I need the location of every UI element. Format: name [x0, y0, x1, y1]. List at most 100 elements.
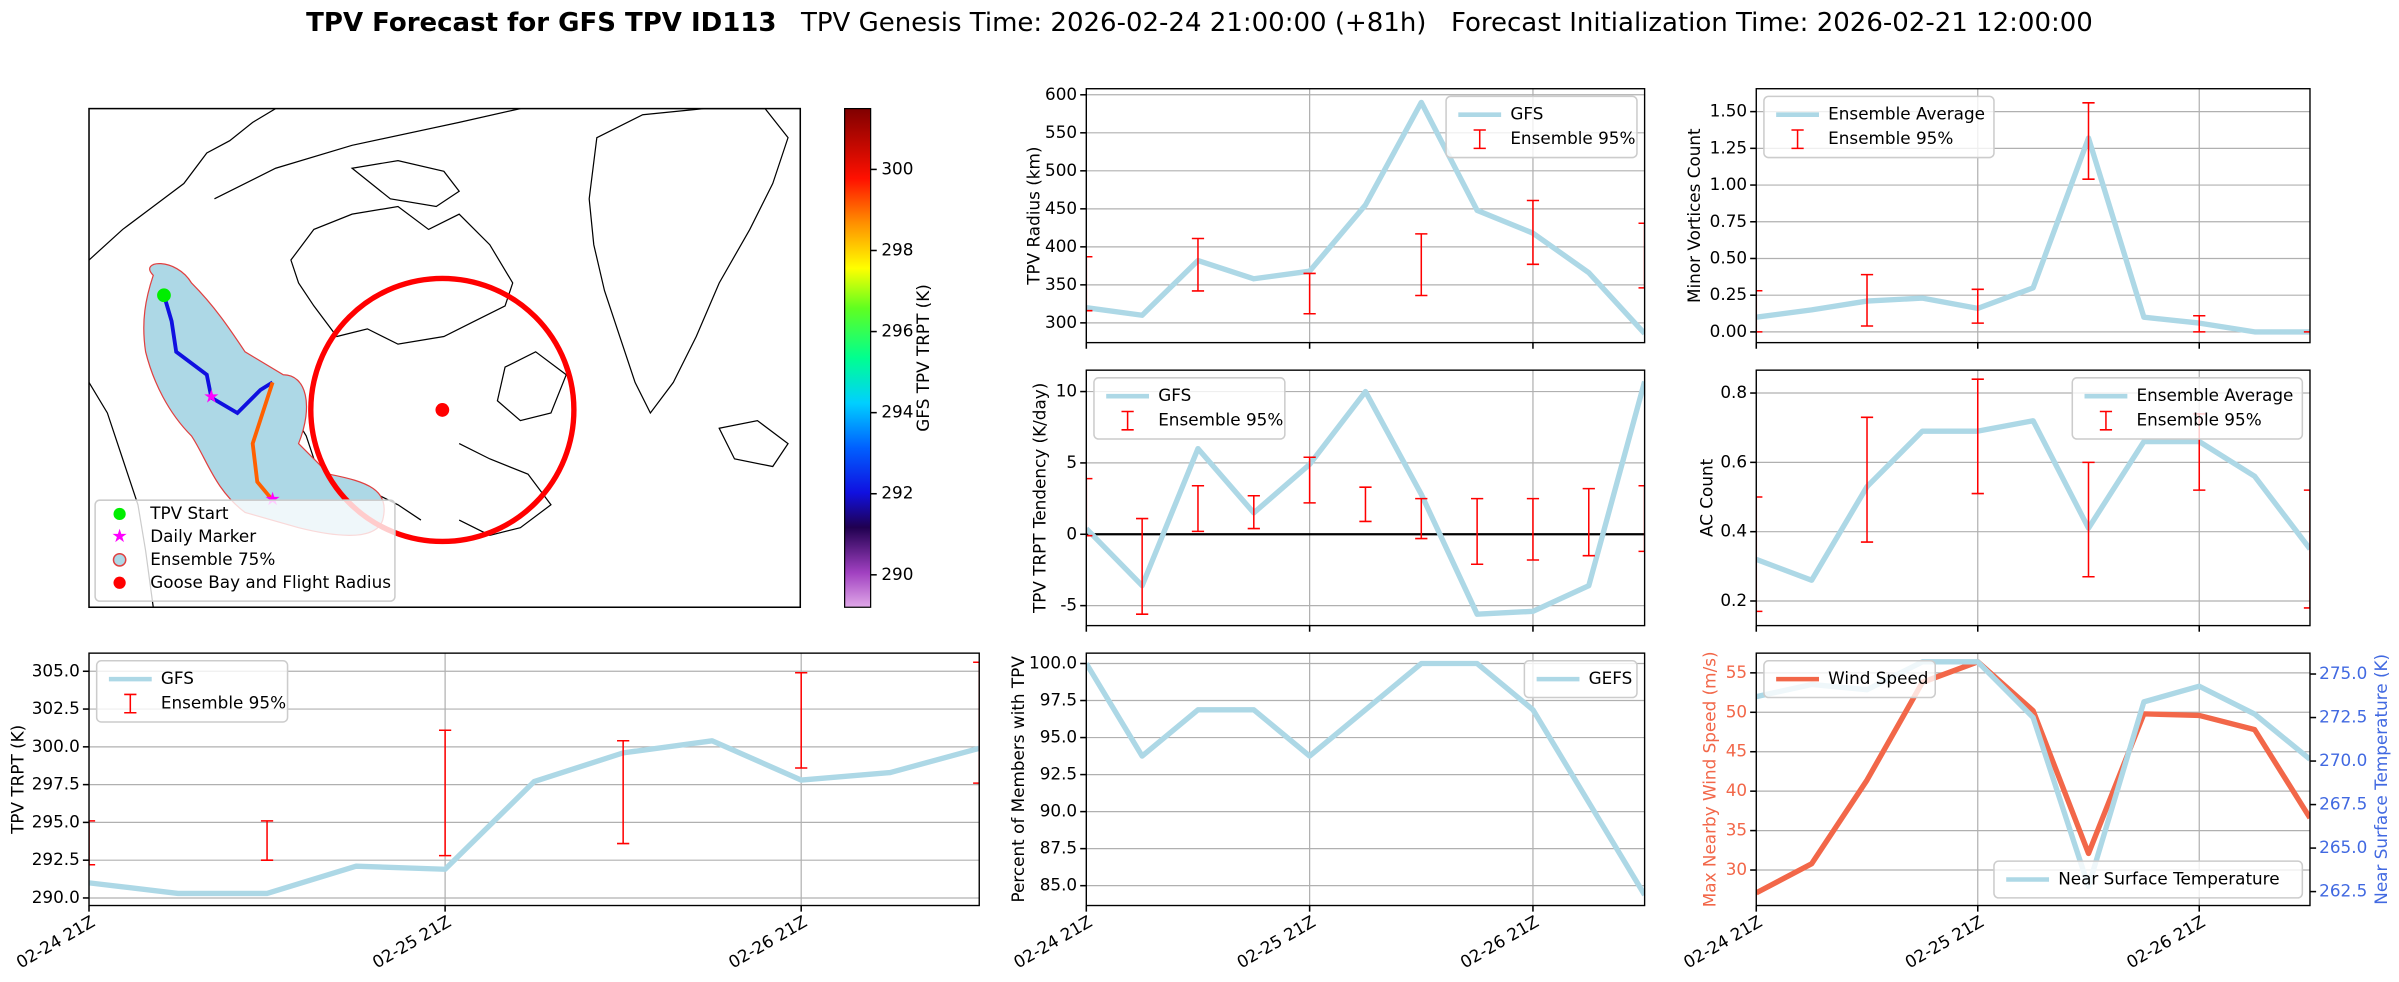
suptitle: TPV Forecast for GFS TPV ID113 TPV Genesi…	[306, 7, 2093, 37]
error-bar	[1191, 484, 1205, 533]
error-bar	[1526, 199, 1540, 266]
y-tick-label: 350	[1045, 274, 1077, 294]
error-bar	[1136, 517, 1149, 615]
legend-label: Ensemble Average	[1828, 104, 1985, 124]
y2-tick-label: 275.0	[2319, 663, 2367, 683]
error-bar	[1971, 288, 1984, 324]
legend-box	[94, 499, 396, 602]
x-tick-label: 02-24 21Z	[13, 911, 98, 972]
legend-box	[1523, 660, 1638, 699]
y-tick-label: 85.0	[1040, 875, 1077, 895]
y-tick-label: 400	[1045, 236, 1077, 256]
plot-frame	[1085, 652, 1646, 907]
error-bar	[2082, 461, 2095, 578]
y-tick-label: 100.0	[1029, 653, 1077, 673]
error-bar	[617, 740, 630, 845]
y-tick-label: 0.50	[1710, 247, 1747, 267]
y-tick-label: 0.25	[1710, 284, 1747, 304]
y-tick-label: 292.5	[32, 849, 80, 869]
legend-label: Goose Bay and Flight Radius	[150, 572, 391, 592]
y-tick-label: 1.50	[1710, 101, 1747, 121]
legend-box	[1763, 95, 1995, 159]
colorbar-tick-label: 298	[881, 239, 913, 259]
y-axis-label: AC Count	[1696, 458, 1716, 537]
y-axis-label: Minor Vortices Count	[1684, 128, 1704, 303]
error-bar	[260, 820, 274, 861]
x-tick-label: 02-24 21Z	[1680, 911, 1765, 972]
x-tick-label: 02-26 21Z	[2123, 911, 2208, 972]
y-tick-label: 1.00	[1710, 174, 1747, 194]
legend-symbol	[2099, 410, 2113, 431]
map-frame	[88, 107, 802, 609]
y-tick-label: 290.0	[32, 887, 80, 907]
plot-frame	[1755, 88, 2311, 344]
legend-label: GFS	[1158, 385, 1191, 405]
error-bar	[973, 661, 980, 784]
y-tick-label: 35	[1726, 820, 1747, 840]
y-tick-label: 97.5	[1040, 690, 1077, 710]
legend-box	[1445, 95, 1638, 159]
legend-label: Ensemble Average	[2137, 385, 2294, 405]
error-bar	[1303, 272, 1316, 315]
error-bar	[1860, 273, 1874, 327]
y2-tick-label: 265.0	[2319, 837, 2367, 857]
y-tick-label: 10	[1056, 381, 1077, 401]
legend-label: Near Surface Temperature	[2058, 869, 2279, 889]
y-axis-label: TPV TRPT Tendency (K/day)	[1029, 383, 1049, 614]
error-bar	[1756, 290, 1763, 333]
y-tick-label: 295.0	[32, 811, 80, 831]
legend-label: Ensemble 95%	[1158, 410, 1283, 430]
y-tick-label: 40	[1726, 780, 1747, 800]
legend-label: GEFS	[1589, 668, 1633, 688]
colorbar	[844, 107, 872, 608]
colorbar-tick-label: 300	[881, 158, 913, 178]
legend-label: Ensemble 75%	[150, 549, 275, 569]
colorbar-tick-label: 294	[881, 402, 913, 422]
y-axis-label: TPV TRPT (K)	[8, 725, 28, 835]
y-tick-label: 92.5	[1040, 764, 1077, 784]
legend-symbol	[124, 693, 137, 714]
error-bar	[2303, 489, 2310, 609]
y-tick-label: 5	[1066, 452, 1077, 472]
goose-bay	[435, 403, 450, 417]
y-tick-label: 30	[1726, 859, 1747, 879]
x-tick-label: 02-25 21Z	[1233, 911, 1318, 972]
error-bar	[1303, 456, 1316, 504]
y-tick-label: 0.8	[1720, 382, 1747, 402]
error-bar	[1415, 497, 1428, 540]
legend-box	[2071, 377, 2304, 440]
series-line	[1086, 99, 1645, 336]
y-tick-label: 95.0	[1040, 727, 1077, 747]
y-tick-label: 0.6	[1720, 451, 1747, 471]
map-panel: ★ ★ TPV Start ★ Daily Marker Ensemble 75…	[88, 107, 933, 609]
y2-tick-label: 272.5	[2319, 707, 2367, 727]
tpv-start	[157, 288, 171, 303]
error-bar	[795, 672, 808, 769]
y-axis-label: TPV Radius (km)	[1023, 147, 1043, 286]
legend-label: Ensemble 95%	[1828, 128, 1953, 148]
x-tick-label: 02-26 21Z	[725, 911, 810, 972]
error-bar	[1086, 255, 1093, 312]
colorbar-tick-label: 296	[881, 321, 913, 341]
error-bar	[1860, 416, 1874, 543]
legend-label: Ensemble 95%	[161, 693, 286, 713]
legend-symbol	[1121, 410, 1134, 431]
colorbar-tick-label: 292	[881, 483, 913, 503]
y-tick-label: 300	[1045, 312, 1077, 332]
plot-frame	[1085, 369, 1646, 627]
x-tick-label: 02-25 21Z	[1901, 911, 1986, 972]
error-bar	[1638, 484, 1645, 553]
x-tick-label: 02-25 21Z	[369, 911, 454, 972]
title-genesis: TPV Genesis Time: 2026-02-24 21:00:00 (+…	[800, 7, 1427, 37]
series-line	[1086, 660, 1645, 897]
legend-marker	[113, 507, 126, 521]
y-tick-label: 297.5	[32, 774, 80, 794]
x-tick-label: 02-24 21Z	[1010, 911, 1095, 972]
plot-frame	[88, 652, 980, 907]
legend-box	[1763, 660, 1936, 699]
error-bar	[1526, 497, 1540, 561]
legend-label: Ensemble 95%	[1510, 128, 1635, 148]
plot-frame	[1755, 369, 2311, 627]
y-axis-label: Max Nearby Wind Speed (m/s)	[1699, 651, 1719, 907]
